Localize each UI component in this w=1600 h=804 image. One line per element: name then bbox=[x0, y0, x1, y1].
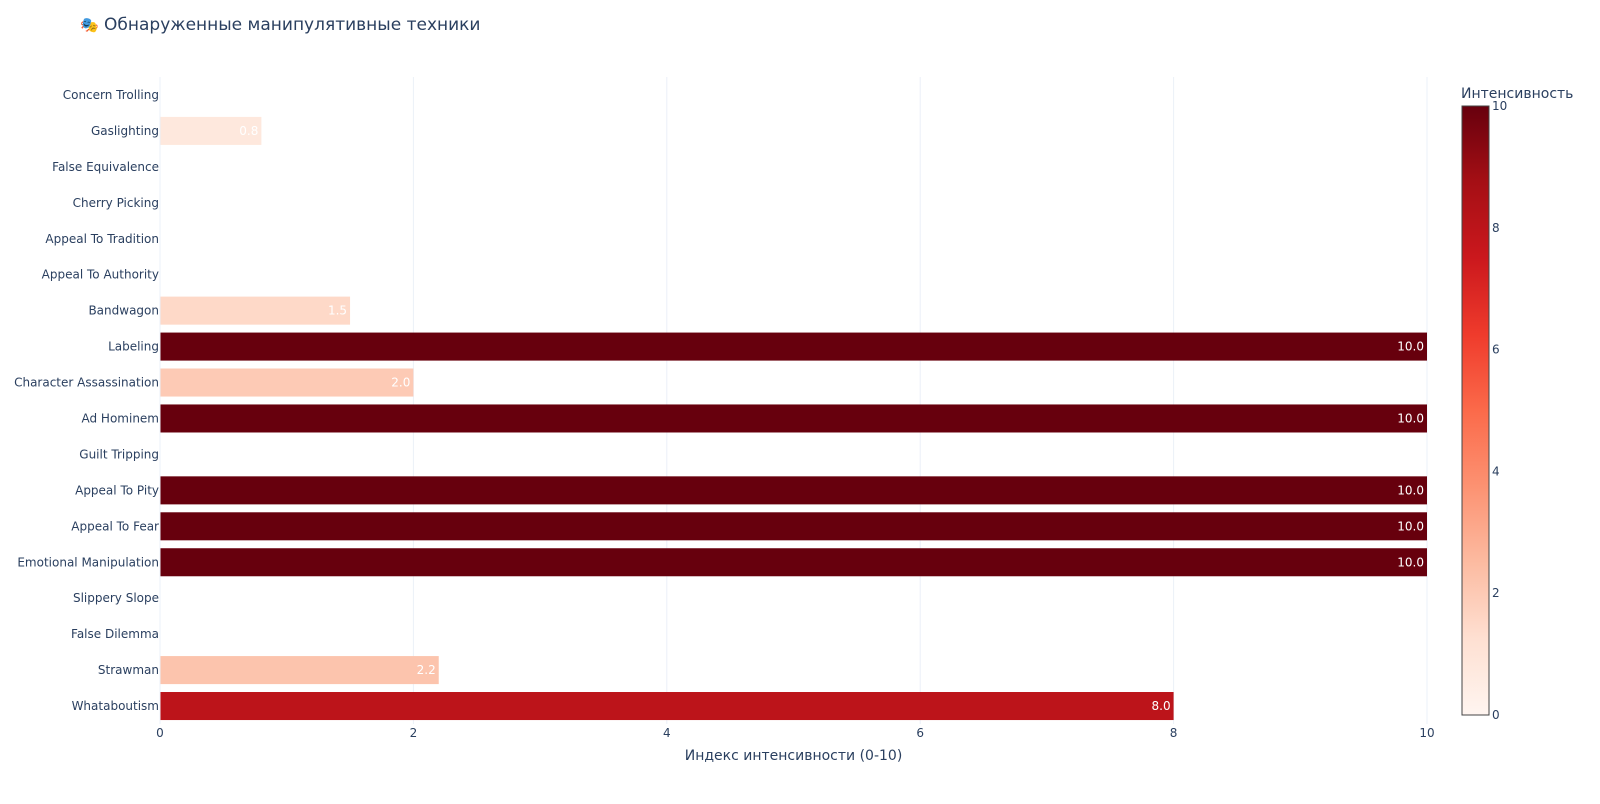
y-tick-label: Character Assassination bbox=[14, 376, 159, 390]
y-tick-label: Whataboutism bbox=[72, 699, 159, 713]
y-tick-label: Concern Trolling bbox=[63, 88, 159, 102]
bar bbox=[160, 476, 1427, 505]
x-tick-label: 2 bbox=[410, 726, 418, 740]
bar bbox=[160, 548, 1427, 577]
y-tick-label: Ad Hominem bbox=[82, 411, 160, 425]
y-tick-label: Strawman bbox=[98, 663, 159, 677]
bar-data-label: 10.0 bbox=[1397, 411, 1424, 425]
colorbar-tick-label: 0 bbox=[1492, 708, 1500, 722]
bar-data-label: 10.0 bbox=[1397, 340, 1424, 354]
y-tick-label: Appeal To Authority bbox=[42, 268, 159, 282]
theater-masks-icon: 🎭 bbox=[80, 16, 99, 34]
y-tick-label: Labeling bbox=[108, 340, 159, 354]
y-tick-label: Slippery Slope bbox=[73, 591, 159, 605]
bar bbox=[160, 368, 414, 397]
x-tick-label: 10 bbox=[1419, 726, 1434, 740]
colorbar-tick-label: 8 bbox=[1492, 221, 1500, 235]
chart-title-text: Обнаруженные манипулятивные техники bbox=[104, 15, 481, 35]
x-axis-title: Индекс интенсивности (0-10) bbox=[685, 748, 903, 764]
bar-data-label: 10.0 bbox=[1397, 483, 1424, 497]
bar bbox=[160, 692, 1174, 721]
y-tick-label: Gaslighting bbox=[91, 124, 159, 138]
y-tick-label: Guilt Tripping bbox=[79, 447, 159, 461]
x-tick-label: 8 bbox=[1170, 726, 1178, 740]
y-tick-label: Bandwagon bbox=[88, 304, 159, 318]
bar-data-label: 10.0 bbox=[1397, 555, 1424, 569]
colorbar-tick-label: 4 bbox=[1492, 464, 1500, 478]
y-tick-label: False Equivalence bbox=[52, 160, 159, 174]
bar bbox=[160, 656, 439, 685]
bar bbox=[160, 512, 1427, 541]
colorbar-tick-label: 6 bbox=[1492, 343, 1500, 357]
bar bbox=[160, 332, 1427, 361]
x-tick-label: 4 bbox=[663, 726, 671, 740]
y-tick-label: Appeal To Pity bbox=[75, 483, 159, 497]
y-tick-label: Cherry Picking bbox=[73, 196, 159, 210]
bar-data-label: 10.0 bbox=[1397, 519, 1424, 533]
bar-data-label: 2.0 bbox=[391, 376, 410, 390]
bar bbox=[160, 404, 1427, 433]
y-tick-label: Emotional Manipulation bbox=[17, 555, 159, 569]
bar bbox=[160, 116, 262, 145]
colorbar-tick-label: 10 bbox=[1492, 99, 1507, 113]
bar-data-label: 8.0 bbox=[1152, 699, 1171, 713]
y-tick-label: False Dilemma bbox=[71, 627, 159, 641]
bar-data-label: 2.2 bbox=[417, 663, 436, 677]
x-tick-label: 6 bbox=[916, 726, 924, 740]
bar-data-label: 1.5 bbox=[328, 304, 347, 318]
colorbar bbox=[1461, 105, 1490, 716]
y-tick-label: Appeal To Fear bbox=[71, 519, 159, 533]
bar bbox=[160, 296, 351, 325]
colorbar-title: Интенсивность bbox=[1461, 86, 1573, 102]
colorbar-tick-label: 2 bbox=[1492, 586, 1500, 600]
x-tick-label: 0 bbox=[156, 726, 164, 740]
chart-title: 🎭 Обнаруженные манипулятивные техники bbox=[80, 15, 480, 35]
y-tick-label: Appeal To Tradition bbox=[45, 232, 159, 246]
bar-data-label: 0.8 bbox=[239, 124, 258, 138]
